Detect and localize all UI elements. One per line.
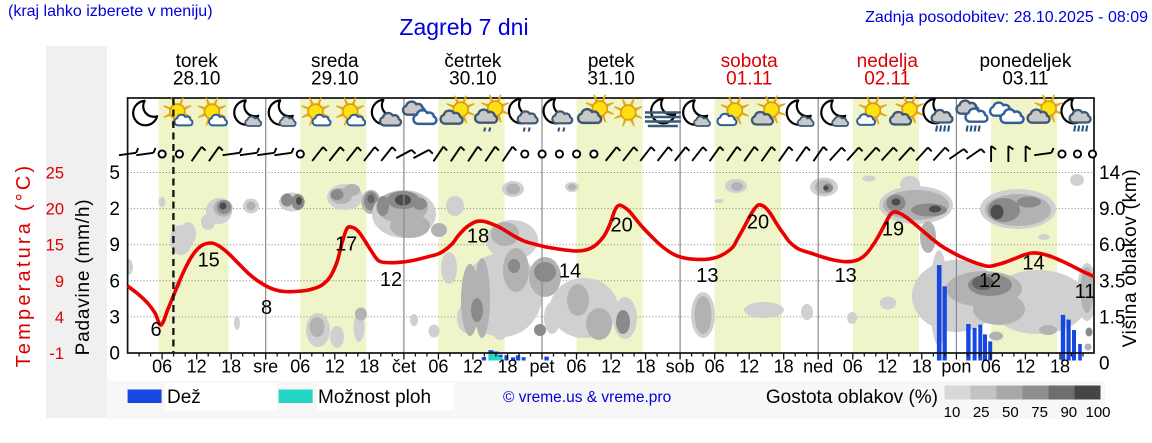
svg-text:12: 12: [877, 357, 897, 377]
svg-text:ned: ned: [803, 357, 833, 377]
svg-text:31.10: 31.10: [587, 69, 635, 90]
svg-text:3: 3: [109, 307, 120, 328]
svg-text:18: 18: [359, 357, 379, 377]
svg-text:4: 4: [55, 309, 64, 327]
svg-text:© vreme.us & vreme.pro: © vreme.us & vreme.pro: [503, 389, 671, 406]
svg-text:14: 14: [1099, 163, 1121, 184]
svg-text:18: 18: [912, 357, 932, 377]
svg-text:8: 8: [261, 297, 272, 319]
svg-text:03.11: 03.11: [1002, 69, 1048, 90]
svg-text:sob: sob: [666, 357, 695, 377]
svg-text:06: 06: [566, 357, 586, 377]
svg-text:Možnost ploh: Možnost ploh: [318, 387, 431, 408]
svg-text:18: 18: [221, 357, 241, 377]
svg-text:četrtek: četrtek: [444, 51, 502, 72]
svg-text:14: 14: [1022, 252, 1044, 274]
svg-text:25: 25: [46, 165, 64, 183]
svg-text:15: 15: [46, 237, 64, 255]
svg-text:02.11: 02.11: [864, 69, 910, 90]
svg-text:0: 0: [109, 344, 120, 365]
svg-text:29.10: 29.10: [311, 69, 359, 90]
svg-text:12: 12: [325, 357, 345, 377]
svg-text:06: 06: [981, 357, 1001, 377]
svg-text:9.0: 9.0: [1099, 199, 1125, 220]
svg-text:12: 12: [601, 357, 621, 377]
svg-text:Temperatura (°C): Temperatura (°C): [13, 163, 35, 368]
svg-text:0: 0: [1099, 354, 1110, 375]
svg-text:6: 6: [109, 271, 120, 292]
svg-text:(kraj lahko izberete v meniju): (kraj lahko izberete v meniju): [8, 3, 213, 20]
svg-text:06: 06: [290, 357, 310, 377]
svg-text:06: 06: [428, 357, 448, 377]
svg-text:13: 13: [696, 265, 718, 287]
svg-text:sre: sre: [253, 357, 278, 377]
svg-text:13: 13: [835, 265, 857, 287]
svg-text:sreda: sreda: [311, 51, 359, 72]
svg-text:6: 6: [150, 319, 161, 341]
svg-text:28.10: 28.10: [173, 69, 221, 90]
svg-text:1.5: 1.5: [1099, 307, 1125, 328]
svg-text:11: 11: [1075, 281, 1096, 303]
svg-text:12: 12: [380, 269, 402, 291]
svg-text:20: 20: [747, 212, 769, 234]
svg-text:9: 9: [109, 235, 120, 256]
svg-text:5: 5: [109, 163, 120, 184]
svg-text:30.10: 30.10: [449, 69, 497, 90]
svg-text:2: 2: [109, 199, 120, 220]
svg-text:06: 06: [843, 357, 863, 377]
svg-text:12: 12: [1015, 357, 1035, 377]
svg-text:19: 19: [882, 218, 904, 240]
svg-text:sobota: sobota: [721, 51, 778, 72]
svg-text:17: 17: [335, 234, 357, 256]
svg-text:-1: -1: [49, 345, 64, 363]
svg-text:nedelja: nedelja: [857, 51, 919, 72]
svg-text:Zagreb 7 dni: Zagreb 7 dni: [399, 14, 528, 40]
svg-text:pon: pon: [941, 357, 971, 377]
svg-text:18: 18: [497, 357, 517, 377]
svg-text:ponedeljek: ponedeljek: [979, 51, 1071, 72]
svg-text:10: 10: [944, 404, 961, 421]
svg-text:Višina oblakov (km): Višina oblakov (km): [1120, 169, 1141, 348]
svg-text:pet: pet: [529, 357, 554, 377]
svg-text:14: 14: [559, 261, 581, 283]
svg-text:75: 75: [1031, 404, 1048, 421]
svg-text:25: 25: [973, 404, 990, 421]
svg-text:12: 12: [979, 270, 1001, 292]
svg-text:90: 90: [1060, 404, 1077, 421]
svg-text:Dež: Dež: [167, 387, 201, 408]
svg-text:20: 20: [46, 201, 64, 219]
svg-text:100: 100: [1085, 404, 1110, 421]
svg-text:06: 06: [152, 357, 172, 377]
svg-text:18: 18: [1050, 357, 1070, 377]
svg-text:50: 50: [1002, 404, 1019, 421]
svg-text:15: 15: [198, 250, 220, 272]
svg-text:20: 20: [610, 214, 632, 236]
svg-text:čet: čet: [392, 357, 416, 377]
svg-text:06: 06: [705, 357, 725, 377]
svg-text:12: 12: [187, 357, 207, 377]
svg-text:3.5: 3.5: [1099, 271, 1125, 292]
svg-text:12: 12: [463, 357, 483, 377]
svg-text:Zadnja posodobitev: 28.10.2025: Zadnja posodobitev: 28.10.2025 - 08:09: [865, 9, 1148, 26]
svg-text:12: 12: [739, 357, 759, 377]
svg-text:Gostota oblakov (%): Gostota oblakov (%): [766, 387, 938, 408]
svg-text:18: 18: [467, 226, 489, 248]
svg-text:01.11: 01.11: [726, 69, 772, 90]
svg-text:9: 9: [55, 273, 64, 291]
svg-text:torek: torek: [176, 51, 219, 72]
svg-text:18: 18: [774, 357, 794, 377]
svg-text:petek: petek: [588, 51, 635, 72]
svg-text:Padavine (mm/h): Padavine (mm/h): [73, 199, 94, 356]
svg-text:18: 18: [636, 357, 656, 377]
svg-text:6.0: 6.0: [1099, 235, 1125, 256]
